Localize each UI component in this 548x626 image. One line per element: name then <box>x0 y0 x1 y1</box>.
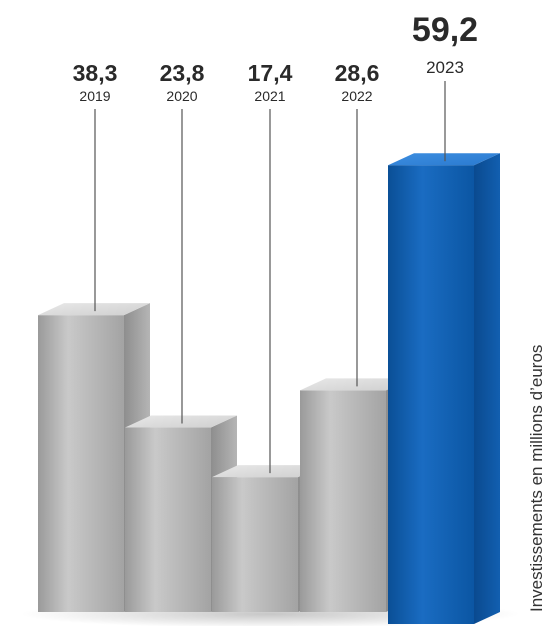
year-label-2020: 2020 <box>166 88 197 104</box>
y-axis-label: Investissements en millions d’euros <box>527 345 546 612</box>
bar-front-2021 <box>212 477 298 612</box>
bar-top-2020 <box>125 415 237 428</box>
bar-front-2020 <box>125 427 211 612</box>
year-label-2023: 2023 <box>426 58 464 77</box>
year-label-2021: 2021 <box>254 88 285 104</box>
year-label-2019: 2019 <box>79 88 110 104</box>
value-label-2020: 23,8 <box>160 60 205 86</box>
bar-2020 <box>125 415 237 612</box>
value-label-2023: 59,2 <box>412 11 478 49</box>
value-label-2021: 17,4 <box>248 60 293 86</box>
bar-top-2021 <box>212 465 324 478</box>
bar-side-2023 <box>474 153 500 624</box>
value-label-2022: 28,6 <box>335 60 380 86</box>
bar-top-2022 <box>300 378 412 391</box>
bar-front-2022 <box>300 390 386 612</box>
labels-group: 38,3 2019 23,8 2020 17,4 2021 28,6 2022 59,2 2023 <box>73 11 478 474</box>
bar-front-2019 <box>38 315 124 612</box>
bar-front-2023 <box>388 165 474 624</box>
value-label-2019: 38,3 <box>73 60 118 86</box>
bars-group <box>38 153 500 624</box>
bar-2023 <box>388 153 500 624</box>
bar-top-2019 <box>38 303 150 316</box>
bar-top-2023 <box>388 153 500 166</box>
year-label-2022: 2022 <box>341 88 372 104</box>
